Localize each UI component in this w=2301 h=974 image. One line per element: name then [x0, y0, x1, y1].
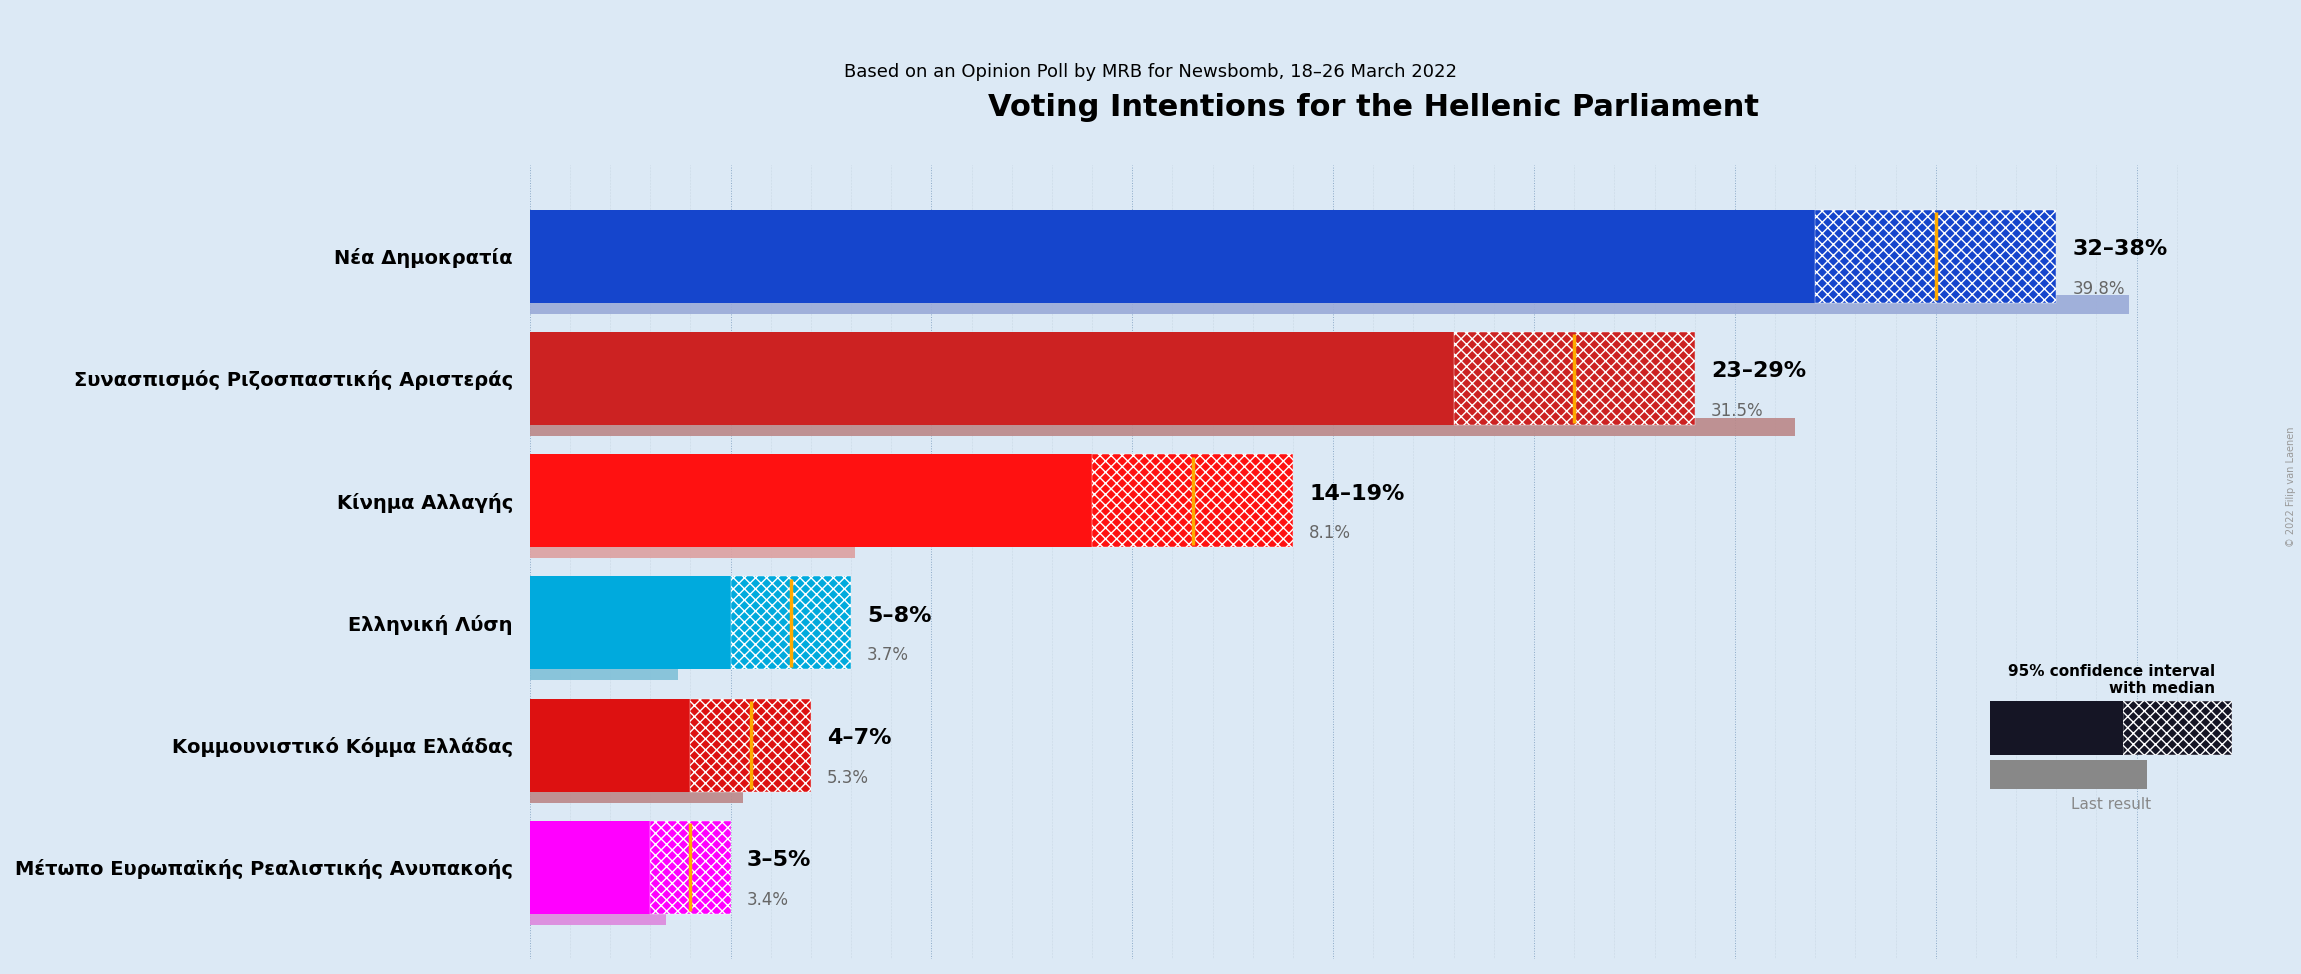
Text: 3–5%: 3–5%: [746, 850, 810, 871]
Text: Based on an Opinion Poll by MRB for Newsbomb, 18–26 March 2022: Based on an Opinion Poll by MRB for News…: [844, 63, 1457, 81]
Text: 31.5%: 31.5%: [1710, 402, 1763, 420]
Text: 4–7%: 4–7%: [826, 729, 890, 748]
Bar: [529, 821, 651, 914]
Text: 5.3%: 5.3%: [826, 768, 870, 787]
Text: 8.1%: 8.1%: [1309, 524, 1351, 543]
Bar: [529, 418, 1795, 436]
Bar: [529, 698, 690, 792]
Text: 95% confidence interval
with median: 95% confidence interval with median: [2006, 664, 2216, 696]
Text: 5–8%: 5–8%: [867, 606, 932, 626]
Text: Last result: Last result: [2071, 797, 2151, 811]
Title: Voting Intentions for the Hellenic Parliament: Voting Intentions for the Hellenic Parli…: [987, 93, 1758, 122]
Text: 3.4%: 3.4%: [746, 891, 789, 909]
Bar: [729, 577, 851, 669]
Bar: [529, 209, 1815, 303]
Bar: [529, 577, 729, 669]
Text: © 2022 Filip van Laenen: © 2022 Filip van Laenen: [2287, 427, 2296, 547]
Text: 23–29%: 23–29%: [1710, 361, 1806, 382]
Text: 14–19%: 14–19%: [1309, 484, 1404, 504]
Bar: [529, 332, 1454, 425]
Bar: [529, 295, 2128, 314]
Bar: [1454, 332, 1696, 425]
Text: 32–38%: 32–38%: [2073, 240, 2168, 259]
Bar: [690, 698, 810, 792]
Bar: [1815, 209, 2057, 303]
Bar: [529, 454, 1093, 547]
Bar: [529, 907, 667, 924]
Text: 3.7%: 3.7%: [867, 647, 909, 664]
Bar: [651, 821, 729, 914]
Bar: [529, 662, 679, 680]
Text: 39.8%: 39.8%: [2073, 280, 2124, 298]
Bar: [529, 784, 743, 803]
Bar: [529, 540, 856, 558]
Bar: [1093, 454, 1293, 547]
